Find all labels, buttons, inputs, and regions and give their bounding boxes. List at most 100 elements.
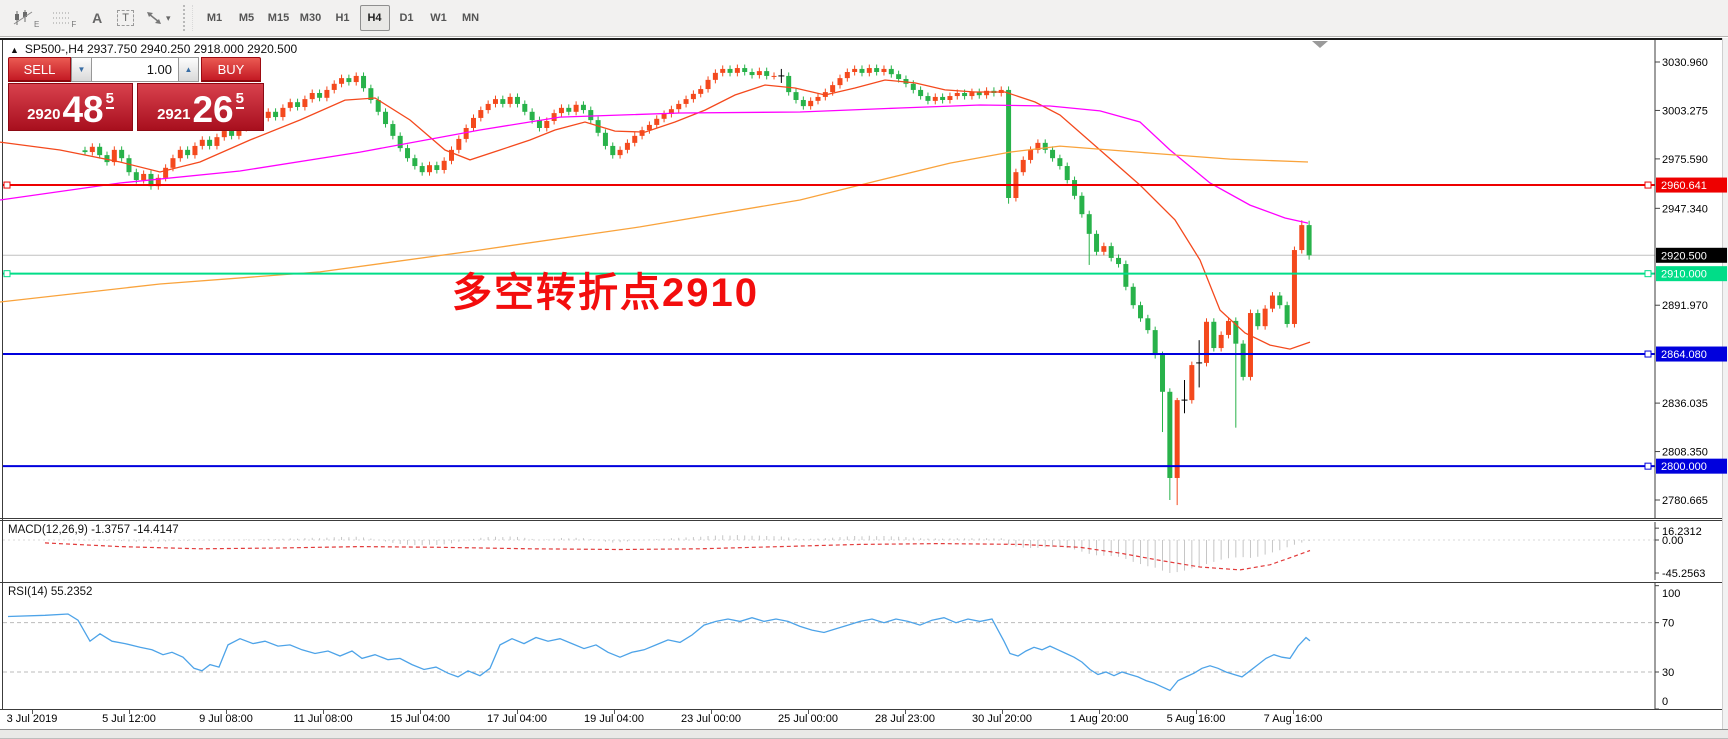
chart-text-annotation[interactable]: 多空转折点2910 <box>452 271 759 315</box>
toolbar: E F A T ▾ M1 M5 M15 M30 H1 H4 D1 W1 MN <box>0 0 1728 37</box>
rsi-scale-label: 30 <box>1662 667 1674 679</box>
collapse-arrow-icon[interactable]: ▲ <box>10 45 19 55</box>
rsi-scale-label: 100 <box>1662 588 1680 600</box>
time-label: 19 Jul 04:00 <box>584 713 644 725</box>
chevron-down-icon[interactable]: ▾ <box>165 12 171 23</box>
time-tick <box>517 710 518 714</box>
price-axis: 3030.960 3003.275 2975.590 2947.340 2891.970… <box>1655 57 1708 507</box>
time-tick <box>711 710 712 714</box>
plot-left-border <box>2 40 3 709</box>
price-level-line-2960.641[interactable] <box>3 181 1655 189</box>
time-label: 3 Jul 2019 <box>6 713 58 725</box>
svg-text:2891.970: 2891.970 <box>1662 300 1708 312</box>
svg-text:2960.641: 2960.641 <box>1661 180 1707 192</box>
chart-grid-template-icon[interactable]: F <box>47 4 82 32</box>
rsi-scale-label: 0 <box>1662 696 1668 708</box>
text-label-icon[interactable]: A <box>92 10 103 26</box>
panel-divider[interactable] <box>0 582 1728 583</box>
time-label: 30 Jul 20:00 <box>972 713 1032 725</box>
buy-price-prefix: 2921 <box>157 106 191 123</box>
macd-scale-label: 16.2312 <box>1662 526 1702 538</box>
sell-button[interactable]: SELL <box>8 57 71 82</box>
time-label: 9 Jul 08:00 <box>199 713 253 725</box>
macd-signal-line <box>44 542 1311 571</box>
chart-title: ▲ SP500-,H4 2937.750 2940.250 2918.000 29… <box>10 42 297 56</box>
time-label: 5 Aug 16:00 <box>1166 713 1226 725</box>
price-tag-2910.000: 2910.000 <box>1656 266 1727 282</box>
timeframe-button-M15[interactable]: M15 <box>267 12 290 24</box>
macd-histogram <box>84 535 1310 574</box>
text-box-icon[interactable]: T <box>112 4 139 32</box>
svg-text:2864.080: 2864.080 <box>1661 349 1707 361</box>
buy-button[interactable]: BUY <box>201 57 261 82</box>
time-tick <box>226 710 227 714</box>
slow-ma-line <box>0 145 1309 303</box>
macd-scale-label: 0.00 <box>1662 535 1683 547</box>
toolbar-separator <box>182 5 193 31</box>
timeframe-button-MN[interactable]: MN <box>461 12 480 24</box>
volume-decrease-button[interactable]: ▼ <box>71 57 92 82</box>
grid-glyph <box>53 12 72 24</box>
timeframe-button-group: M1 M5 M15 M30 H1 H4 D1 W1 MN <box>199 5 487 31</box>
time-tick <box>1002 710 1003 714</box>
time-tick <box>1196 710 1197 714</box>
timeframe-button-M1[interactable]: M1 <box>206 12 223 24</box>
buy-price-panel[interactable]: 2921 26 5 <box>137 83 264 131</box>
timeframe-button-W1[interactable]: W1 <box>430 12 447 24</box>
time-label: 11 Jul 08:00 <box>293 713 353 725</box>
time-label: 23 Jul 00:00 <box>681 713 741 725</box>
time-tick <box>420 710 421 714</box>
time-tick <box>1099 710 1100 714</box>
svg-text:2975.590: 2975.590 <box>1662 154 1708 166</box>
time-tick <box>323 710 324 714</box>
macd-indicator-label: MACD(12,26,9) -1.3757 -14.4147 <box>8 524 179 536</box>
symbol-ohlc-title: SP500-,H4 2937.750 2940.250 2918.000 292… <box>24 42 298 56</box>
svg-text:2780.665: 2780.665 <box>1662 495 1708 507</box>
time-label: 15 Jul 04:00 <box>390 713 450 725</box>
timeframe-button-H4[interactable]: H4 <box>359 5 390 31</box>
panel-divider <box>0 709 1728 710</box>
template-sub-label: F <box>71 19 77 29</box>
panel-divider <box>0 520 1728 521</box>
medium-ma-line <box>0 104 1309 224</box>
time-label: 1 Aug 20:00 <box>1069 713 1129 725</box>
new-chart-expert-icon[interactable]: E <box>8 4 45 32</box>
cursor-crosshair-icon[interactable]: ▾ <box>141 4 176 32</box>
timeframe-button-M5[interactable]: M5 <box>238 12 255 24</box>
time-tick <box>1293 710 1294 714</box>
timeframe-button-D1[interactable]: D1 <box>399 12 414 24</box>
volume-increase-button[interactable]: ▲ <box>178 57 199 82</box>
price-level-line-2864.080[interactable] <box>3 350 1655 358</box>
timeframe-button-H1[interactable]: H1 <box>335 12 350 24</box>
volume-input[interactable] <box>92 57 178 82</box>
panel-divider[interactable] <box>0 518 1728 519</box>
price-tag-2960.641: 2960.641 <box>1656 177 1727 193</box>
chart-shift-marker-icon[interactable] <box>1312 41 1328 48</box>
svg-text:2920.500: 2920.500 <box>1661 250 1707 262</box>
time-tick <box>808 710 809 714</box>
buy-price-pip: 5 <box>235 90 244 109</box>
svg-text:3030.960: 3030.960 <box>1662 57 1708 69</box>
price-level-line-2910.000[interactable] <box>3 270 1655 278</box>
macd-scale-label: -45.2563 <box>1662 568 1705 580</box>
svg-text:3003.275: 3003.275 <box>1662 105 1708 117</box>
sell-price-main: 48 <box>62 88 104 130</box>
candlestick-glyph <box>13 10 33 25</box>
price-tag-2800.000: 2800.000 <box>1656 458 1727 474</box>
rsi-indicator-label: RSI(14) 55.2352 <box>8 586 93 598</box>
rsi-subwindow[interactable]: 100 70 30 0 <box>0 582 1728 709</box>
time-tick <box>129 710 130 714</box>
rsi-line <box>7 613 1311 692</box>
svg-text:2947.340: 2947.340 <box>1662 203 1708 215</box>
price-tag-2864.080: 2864.080 <box>1656 346 1727 362</box>
main-price-chart[interactable]: 3030.960 3003.275 2975.590 2947.340 2891.970… <box>0 38 1728 518</box>
chart-window <box>0 38 1728 732</box>
price-level-line-2800.000[interactable] <box>3 462 1655 470</box>
sell-price-panel[interactable]: 2920 48 5 <box>8 83 133 131</box>
svg-text:2808.350: 2808.350 <box>1662 447 1708 459</box>
svg-text:2910.000: 2910.000 <box>1661 269 1707 281</box>
timeframe-button-M30[interactable]: M30 <box>299 12 322 24</box>
time-tick <box>614 710 615 714</box>
svg-text:2836.035: 2836.035 <box>1662 398 1708 410</box>
